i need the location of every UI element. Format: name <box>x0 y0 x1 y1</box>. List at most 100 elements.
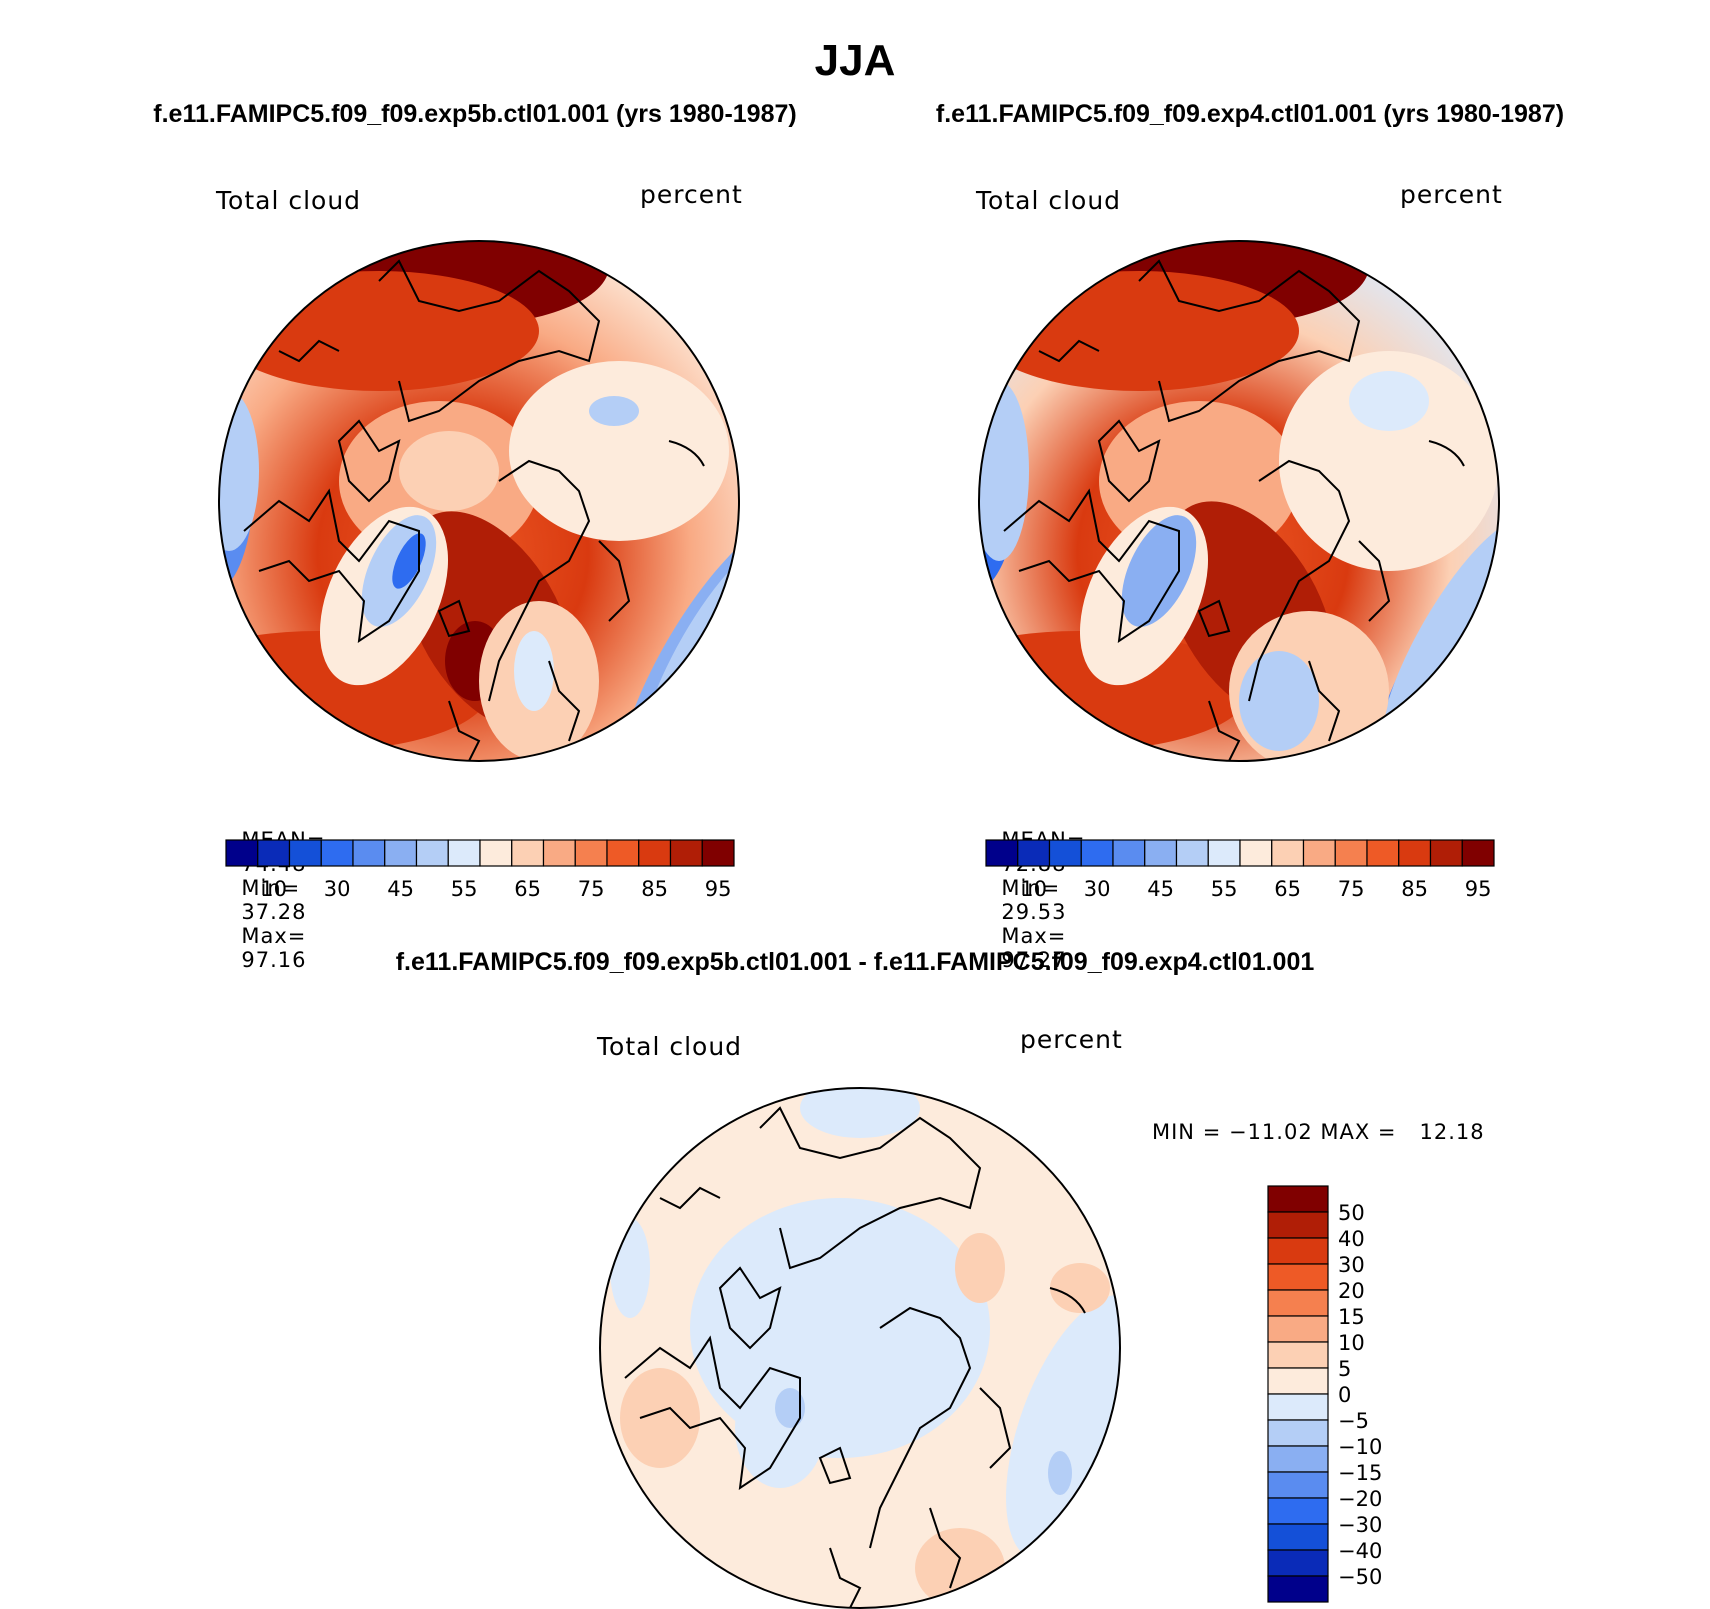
colorbar-difference-tick-label: 10 <box>1338 1331 1365 1355</box>
colorbar-panel-1-swatch <box>669 839 703 867</box>
colorbar-panel-2-tick-label: 10 <box>1020 877 1047 901</box>
colorbar-difference-swatch <box>1267 1393 1329 1421</box>
colorbar-panel-2-swatch <box>1207 839 1241 867</box>
season-title: JJA <box>814 36 896 85</box>
colorbar-difference-swatch <box>1267 1237 1329 1265</box>
colorbar-panel-1-tick-label: 95 <box>705 877 732 901</box>
colorbar-difference-tick-label: 30 <box>1338 1253 1365 1277</box>
colorbar-panel-1-tick-label: 65 <box>514 877 541 901</box>
colorbar-panel-1-swatch <box>511 839 545 867</box>
panel-1-min-value: 37.28 <box>241 900 307 924</box>
colorbar-panel-2-swatch <box>1302 839 1336 867</box>
colorbar-difference-tick-label: −15 <box>1338 1461 1382 1485</box>
colorbar-panel-1-swatch <box>320 839 354 867</box>
colorbar-panel-1-swatch <box>352 839 386 867</box>
colorbar-panel-2-tick-label: 30 <box>1084 877 1111 901</box>
colorbar-panel-1-swatch <box>447 839 481 867</box>
colorbar-panel-2-swatch <box>1334 839 1368 867</box>
colorbar-panel-1-swatch <box>257 839 291 867</box>
colorbar-difference-swatch <box>1267 1445 1329 1473</box>
colorbar-panel-2-tick-label: 55 <box>1211 877 1238 901</box>
panel-1-min-label: Min= <box>241 876 301 900</box>
colorbar-panel-1-swatch <box>574 839 608 867</box>
colorbar-panel-1-tick-label: 10 <box>260 877 287 901</box>
polar-map-difference <box>599 1087 1121 1609</box>
colorbar-difference-swatch <box>1267 1523 1329 1551</box>
panel-1-max-label: Max= <box>241 924 307 948</box>
panel-1-variable-label: Total cloud <box>216 186 362 215</box>
panel-3-units-label: percent <box>1020 1025 1123 1054</box>
colorbar-panel-1-swatch <box>415 839 449 867</box>
panel-1-title: f.e11.FAMIPC5.f09_f09.exp5b.ctl01.001 (y… <box>153 100 797 128</box>
panel-2-variable-label: Total cloud <box>976 186 1122 215</box>
colorbar-panel-1-swatch <box>606 839 640 867</box>
colorbar-panel-2-swatch <box>1398 839 1432 867</box>
colorbar-panel-2-tick-label: 45 <box>1147 877 1174 901</box>
colorbar-difference-tick-label: −40 <box>1338 1539 1382 1563</box>
colorbar-difference-tick-label: 50 <box>1338 1201 1365 1225</box>
colorbar-difference-swatch <box>1267 1185 1329 1213</box>
colorbar-panel-1-swatch <box>542 839 576 867</box>
colorbar-panel-2-swatch <box>985 839 1019 867</box>
colorbar-difference-swatch <box>1267 1549 1329 1577</box>
panel-2-max-label: Max= <box>1001 924 1067 948</box>
colorbar-difference-swatch <box>1267 1211 1329 1239</box>
colorbar-difference-swatch <box>1267 1575 1329 1603</box>
panel-3-variable-label: Total cloud <box>597 1032 743 1061</box>
colorbar-panel-2-swatch <box>1144 839 1178 867</box>
colorbar-panel-1-swatch <box>225 839 259 867</box>
colorbar-difference-swatch <box>1267 1419 1329 1447</box>
colorbar-panel-2-swatch <box>1366 839 1400 867</box>
colorbar-difference-swatch <box>1267 1367 1329 1395</box>
colorbar-panel-1-tick-label: 55 <box>451 877 478 901</box>
polar-map-exp4 <box>978 240 1500 762</box>
panel-2-max-value: 97.27 <box>1001 948 1067 972</box>
colorbar-difference-tick-label: −5 <box>1338 1409 1369 1433</box>
colorbar-difference-tick-label: 40 <box>1338 1227 1365 1251</box>
colorbar-panel-1-tick-label: 85 <box>641 877 668 901</box>
colorbar-panel-1-swatch <box>638 839 672 867</box>
colorbar-panel-1-swatch <box>701 839 735 867</box>
colorbar-panel-2-swatch <box>1429 839 1463 867</box>
colorbar-panel-1-swatch <box>288 839 322 867</box>
panel-2-min-value: 29.53 <box>1001 900 1067 924</box>
colorbar-panel-2: 10 30 45 55 65 75 85 95 <box>985 839 1495 901</box>
colorbar-panel-2-swatch <box>1461 839 1495 867</box>
colorbar-panel-1-tick-label: 30 <box>324 877 351 901</box>
colorbar-difference-tick-label: −10 <box>1338 1435 1382 1459</box>
polar-map-exp5b <box>218 240 740 762</box>
colorbar-panel-2-swatch <box>1080 839 1114 867</box>
colorbar-difference-swatch <box>1267 1315 1329 1343</box>
panel-1-units-label: percent <box>640 180 743 209</box>
colorbar-difference-tick-label: −50 <box>1338 1565 1382 1589</box>
colorbar-difference-swatch <box>1267 1471 1329 1499</box>
colorbar-difference-tick-label: 20 <box>1338 1279 1365 1303</box>
colorbar-difference-swatch <box>1267 1263 1329 1291</box>
panel-3-stats: MIN = −11.02 MAX = 12.18 <box>1152 1120 1485 1144</box>
colorbar-difference-swatch <box>1267 1341 1329 1369</box>
colorbar-difference-tick-label: −30 <box>1338 1513 1382 1537</box>
colorbar-panel-2-tick-label: 75 <box>1338 877 1365 901</box>
colorbar-panel-2-swatch <box>1017 839 1051 867</box>
colorbar-panel-2-swatch <box>1239 839 1273 867</box>
colorbar-panel-2-swatch <box>1112 839 1146 867</box>
colorbar-panel-1-swatch <box>479 839 513 867</box>
colorbar-difference-tick-label: 15 <box>1338 1305 1365 1329</box>
panel-2-min-label: Min= <box>1001 876 1061 900</box>
panel-2-units-label: percent <box>1400 180 1503 209</box>
colorbar-panel-2-tick-label: 95 <box>1465 877 1492 901</box>
diff-title: f.e11.FAMIPC5.f09_f09.exp5b.ctl01.001 - … <box>395 948 1315 976</box>
panel-1-max-value: 97.16 <box>241 948 307 972</box>
colorbar-panel-2-swatch <box>1175 839 1209 867</box>
colorbar-difference-swatch <box>1267 1497 1329 1525</box>
colorbar-panel-1: 10 30 45 55 65 75 85 95 <box>225 839 735 901</box>
panel-2-title: f.e11.FAMIPC5.f09_f09.exp4.ctl01.001 (yr… <box>935 100 1565 128</box>
colorbar-panel-1-tick-label: 45 <box>387 877 414 901</box>
colorbar-difference-tick-label: 0 <box>1338 1383 1351 1407</box>
colorbar-difference-tick-label: 5 <box>1338 1357 1351 1381</box>
colorbar-difference-swatch <box>1267 1289 1329 1317</box>
colorbar-panel-2-swatch <box>1048 839 1082 867</box>
colorbar-panel-2-tick-label: 65 <box>1274 877 1301 901</box>
colorbar-panel-1-swatch <box>384 839 418 867</box>
